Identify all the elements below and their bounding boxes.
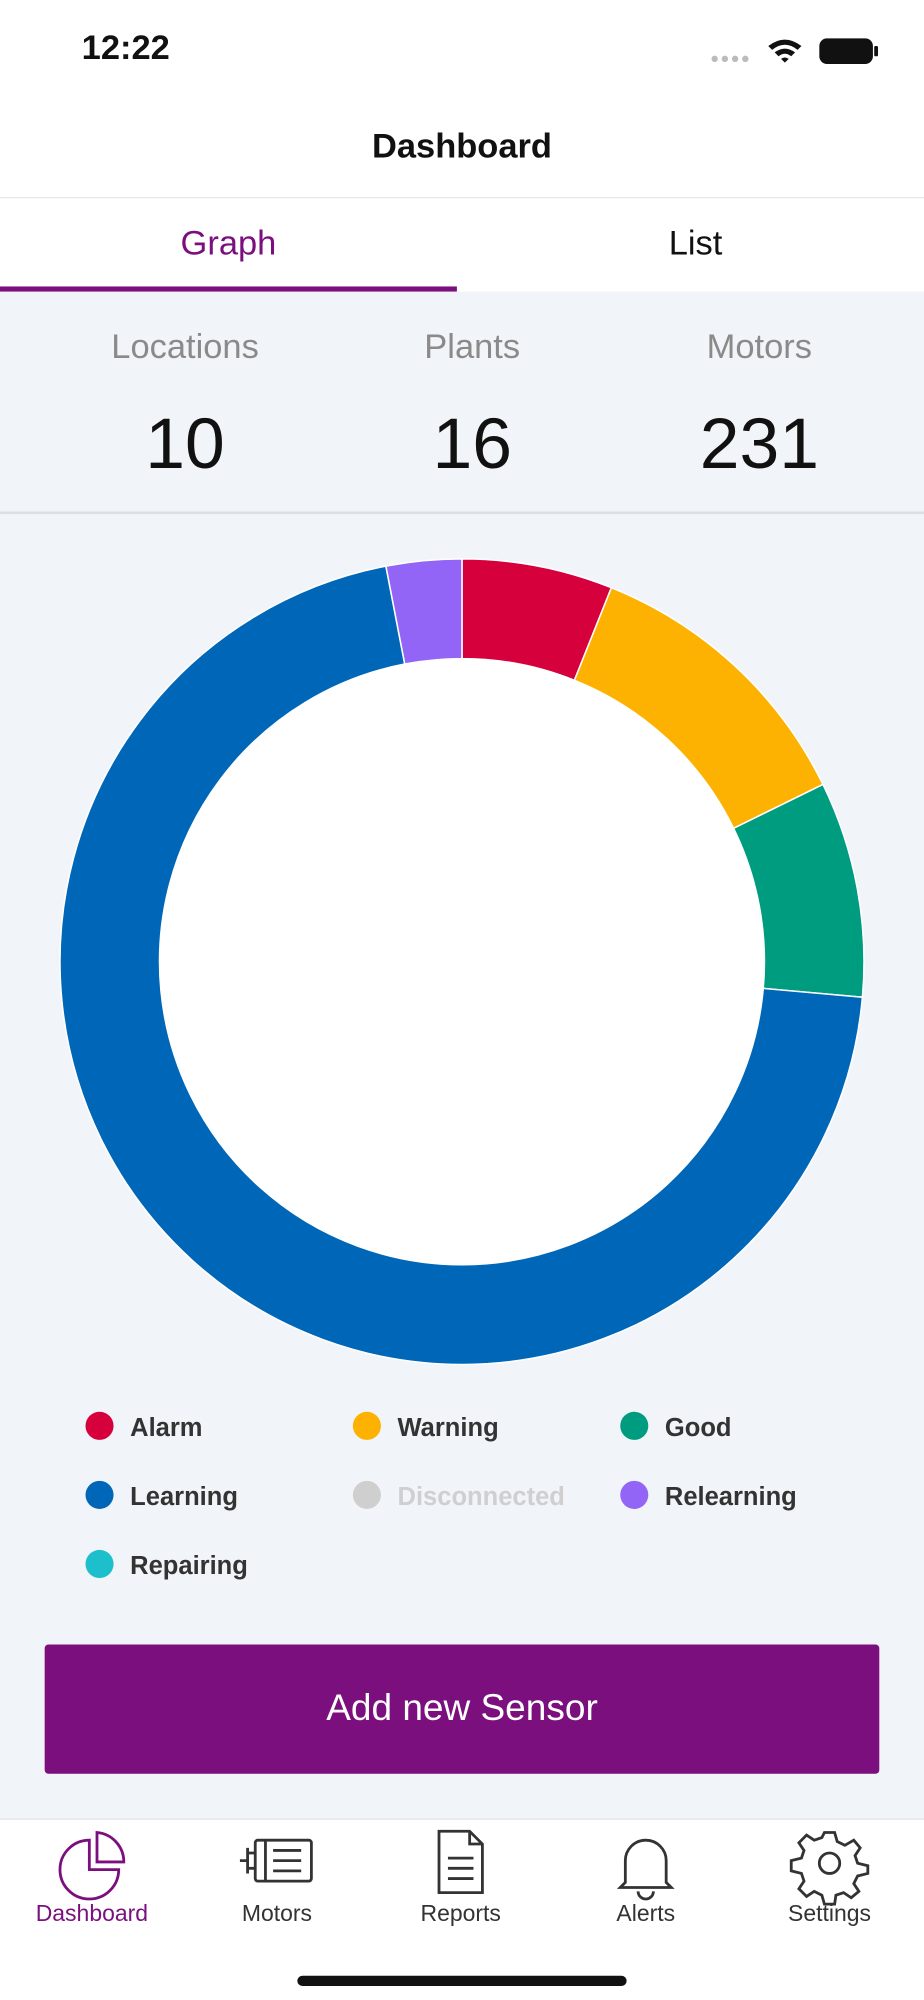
nav-icons [58, 1829, 870, 1906]
legend-dot [85, 1480, 114, 1509]
status-time: 12:22 [81, 28, 170, 67]
nav-label[interactable]: Dashboard [35, 1900, 149, 1926]
settings-icon [789, 1831, 870, 1906]
nav-label[interactable]: Alerts [616, 1900, 676, 1926]
legend-dot [620, 1480, 649, 1509]
status-icons [711, 38, 879, 64]
legend-label: Learning [130, 1483, 238, 1511]
legend-dot [352, 1480, 381, 1509]
legend-dot [620, 1411, 649, 1440]
tab[interactable]: Graph [180, 223, 277, 263]
dashboard-icon [58, 1830, 126, 1901]
stat-value: 10 [145, 402, 225, 484]
donut-segment [385, 558, 463, 665]
stat-label: Plants [424, 327, 521, 366]
divider [0, 196, 924, 199]
add-sensor-button[interactable]: Add new Sensor [44, 1644, 880, 1774]
alerts-icon [616, 1838, 675, 1901]
tab[interactable]: List [668, 223, 723, 263]
legend-label: Repairing [130, 1552, 248, 1580]
donut-chart: Alarm Warning Good Learning Disconnected Rele… [59, 558, 865, 1580]
tab-indicator [0, 286, 457, 292]
header-title: Dashboard [371, 126, 552, 165]
legend-dot [352, 1411, 381, 1440]
reports-icon [437, 1829, 484, 1895]
home-indicator [297, 1975, 627, 1986]
stat-value: 231 [699, 402, 819, 484]
donut-segment [59, 565, 864, 1366]
legend-dot [85, 1549, 114, 1579]
divider [0, 1818, 924, 1820]
stat-label: Locations [111, 327, 259, 366]
legend-dot [85, 1411, 114, 1440]
motors-icon [239, 1838, 313, 1883]
legend-label: Relearning [665, 1483, 797, 1511]
divider [0, 511, 924, 515]
legend-label: Disconnected [398, 1483, 565, 1511]
stat-label: Motors [706, 327, 813, 366]
nav-label[interactable]: Motors [241, 1900, 313, 1926]
legend-label: Good [665, 1414, 732, 1442]
legend-label: Alarm [130, 1414, 202, 1442]
donut-hole [160, 659, 764, 1265]
stat-value: 16 [432, 402, 512, 484]
nav-label[interactable]: Settings [788, 1900, 872, 1926]
nav-label[interactable]: Reports [420, 1900, 501, 1926]
legend-label: Warning [398, 1414, 499, 1442]
